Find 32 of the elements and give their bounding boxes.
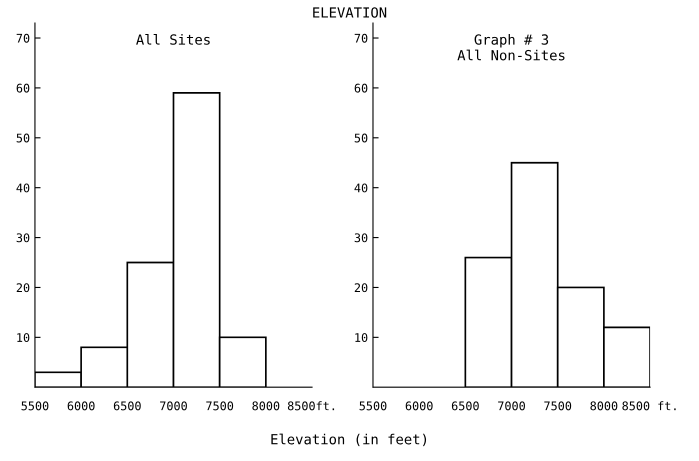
x-tick-label: 5500 [360,401,386,410]
x-tick-label: 7500 [206,401,234,410]
y-tick-label: 10 [17,333,30,342]
x-tick-label: 8500ft. [288,401,334,410]
y-tick-label: 30 [16,233,30,242]
y-tick-label: 40 [16,183,30,192]
y-tick-label: 60 [16,84,30,93]
x-tick-label: 6500 [114,401,141,410]
text: All Sites [136,34,210,45]
x-axis-title: Elevation (in feet) [271,434,426,446]
y-tick-label: 60 [354,84,368,93]
x-tick-label: 6000 [68,401,95,410]
text: Graph # 3 All Non-Sites [457,34,565,60]
x-tick-label: 7000 [160,401,187,410]
x-tick-label: 8000 [252,401,280,410]
y-tick-label: 50 [16,134,30,142]
x-tick-label: 7500 [544,401,572,410]
y-tick-label: 30 [354,233,368,242]
y-tick-label: 20 [354,283,368,292]
text: ELEVATION [313,7,386,18]
x-tick-label: 8000 [590,401,618,410]
y-tick-label: 50 [354,134,368,142]
x-tick-label: 5500 [22,401,48,410]
x-tick-label: 6000 [406,401,433,410]
y-tick-label: 70 [354,34,368,43]
y-tick-label: 10 [355,333,368,342]
y-tick-label: 20 [16,283,30,292]
y-tick-label: 40 [354,183,368,192]
x-tick-label: 8500 ft. [622,401,676,410]
x-tick-label: 7000 [498,401,525,410]
y-tick-label: 70 [16,34,30,43]
x-tick-label: 6500 [452,401,479,410]
